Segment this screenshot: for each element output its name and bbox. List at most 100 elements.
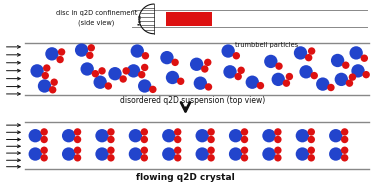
Ellipse shape: [107, 154, 115, 162]
Ellipse shape: [311, 72, 318, 79]
Ellipse shape: [141, 136, 148, 143]
Ellipse shape: [201, 65, 209, 73]
Ellipse shape: [264, 55, 278, 68]
Ellipse shape: [40, 146, 48, 154]
Ellipse shape: [327, 84, 335, 91]
Ellipse shape: [274, 146, 282, 154]
Ellipse shape: [122, 67, 130, 75]
Text: trumbbell particles: trumbbell particles: [236, 42, 299, 48]
Ellipse shape: [92, 70, 99, 77]
Ellipse shape: [149, 86, 157, 93]
Ellipse shape: [93, 76, 107, 89]
Ellipse shape: [141, 146, 148, 154]
Ellipse shape: [174, 128, 181, 136]
Text: disordered q2D suspension (top view): disordered q2D suspension (top view): [120, 96, 266, 105]
Ellipse shape: [351, 64, 365, 77]
Ellipse shape: [119, 75, 127, 83]
Ellipse shape: [274, 136, 282, 143]
Ellipse shape: [40, 136, 48, 143]
Ellipse shape: [335, 73, 348, 86]
Ellipse shape: [29, 129, 42, 142]
Ellipse shape: [223, 65, 237, 78]
Ellipse shape: [50, 78, 58, 86]
Ellipse shape: [174, 146, 181, 154]
Ellipse shape: [74, 154, 81, 162]
Ellipse shape: [308, 146, 315, 154]
Ellipse shape: [257, 82, 264, 89]
Ellipse shape: [299, 65, 313, 78]
Ellipse shape: [138, 71, 145, 78]
Ellipse shape: [74, 136, 81, 143]
Ellipse shape: [127, 64, 140, 77]
Ellipse shape: [174, 154, 181, 162]
Ellipse shape: [308, 47, 315, 55]
Ellipse shape: [95, 129, 109, 142]
Text: flow: flow: [138, 13, 143, 25]
Ellipse shape: [166, 71, 179, 84]
Ellipse shape: [162, 147, 175, 161]
Text: (side view): (side view): [78, 20, 115, 26]
Ellipse shape: [275, 62, 283, 70]
Ellipse shape: [241, 136, 248, 143]
Ellipse shape: [342, 61, 349, 69]
Ellipse shape: [286, 73, 293, 80]
Ellipse shape: [129, 129, 142, 142]
Ellipse shape: [207, 146, 215, 154]
Ellipse shape: [316, 77, 329, 91]
Ellipse shape: [204, 59, 211, 66]
Text: disc in q2D confinement: disc in q2D confinement: [56, 10, 137, 16]
Text: flowing q2D crystal: flowing q2D crystal: [136, 173, 235, 182]
Ellipse shape: [341, 128, 348, 136]
Ellipse shape: [141, 64, 148, 71]
Ellipse shape: [131, 44, 144, 58]
Ellipse shape: [40, 154, 48, 162]
Ellipse shape: [141, 154, 148, 162]
Ellipse shape: [42, 72, 49, 79]
Ellipse shape: [262, 129, 276, 142]
Ellipse shape: [262, 147, 276, 161]
Ellipse shape: [171, 59, 179, 66]
Ellipse shape: [49, 86, 56, 94]
Ellipse shape: [138, 79, 151, 93]
Ellipse shape: [30, 64, 44, 77]
Ellipse shape: [349, 73, 356, 81]
Ellipse shape: [43, 64, 50, 72]
Ellipse shape: [362, 71, 370, 78]
Ellipse shape: [305, 54, 312, 61]
Ellipse shape: [142, 52, 149, 60]
Ellipse shape: [29, 147, 42, 161]
Ellipse shape: [177, 77, 184, 85]
Ellipse shape: [207, 128, 215, 136]
Ellipse shape: [45, 47, 59, 60]
Ellipse shape: [346, 79, 353, 87]
Ellipse shape: [196, 129, 209, 142]
Ellipse shape: [98, 67, 106, 75]
Ellipse shape: [331, 54, 344, 67]
Ellipse shape: [81, 62, 94, 76]
Ellipse shape: [62, 129, 75, 142]
Ellipse shape: [196, 147, 209, 161]
Ellipse shape: [174, 136, 181, 143]
Ellipse shape: [234, 73, 242, 80]
Ellipse shape: [246, 76, 259, 89]
Ellipse shape: [107, 146, 115, 154]
Ellipse shape: [233, 52, 240, 60]
Ellipse shape: [141, 128, 148, 136]
Text: flow: flow: [0, 61, 1, 76]
Ellipse shape: [62, 147, 75, 161]
Ellipse shape: [294, 46, 307, 60]
Ellipse shape: [308, 128, 315, 136]
Ellipse shape: [237, 67, 245, 74]
Ellipse shape: [95, 147, 109, 161]
Ellipse shape: [88, 44, 95, 52]
Bar: [166, 12, 212, 26]
Ellipse shape: [229, 129, 242, 142]
Ellipse shape: [341, 136, 348, 143]
Ellipse shape: [308, 136, 315, 143]
Ellipse shape: [274, 154, 282, 162]
Ellipse shape: [241, 154, 248, 162]
Ellipse shape: [160, 51, 174, 64]
Ellipse shape: [162, 129, 175, 142]
Ellipse shape: [129, 147, 142, 161]
Ellipse shape: [221, 44, 235, 58]
